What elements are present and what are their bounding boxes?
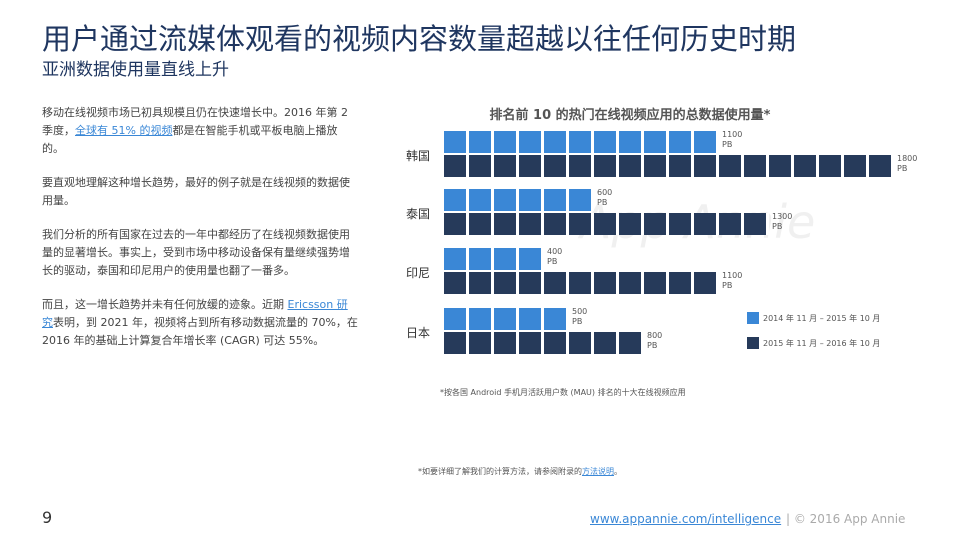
value-label: 800 PB xyxy=(647,331,663,350)
footer-link[interactable]: www.appannie.com/intelligence xyxy=(590,512,782,526)
value-label: 1100 PB xyxy=(722,271,743,290)
text: *如要详细了解我们的计算方法，请参阅附录的 xyxy=(418,467,582,476)
link[interactable]: 全球有 51% 的视频 xyxy=(75,124,173,137)
legend-swatch xyxy=(747,312,759,324)
legend-label: 2015 年 11 月 – 2016 年 10 月 xyxy=(763,339,881,348)
paragraph: 移动在线视频市场已初具规模且仍在快速增长中。2016 年第 2 季度，全球有 5… xyxy=(42,104,358,158)
bar xyxy=(444,155,894,177)
text: 。 xyxy=(614,467,622,476)
text: 要直观地理解这种增长趋势，最好的例子就是在线视频的数据使用量。 xyxy=(42,176,350,207)
subtitle: 亚洲数据使用量直线上升 xyxy=(42,60,229,80)
paragraph: 我们分析的所有国家在过去的一年中都经历了在线视频数据使用量的显著增长。事实上，受… xyxy=(42,226,358,280)
bar xyxy=(444,332,644,354)
link[interactable]: Ericsson 研究 xyxy=(42,298,348,329)
category-label: 泰国 xyxy=(406,207,431,221)
bar xyxy=(444,213,769,235)
page-number: 9 xyxy=(42,508,53,527)
copyright: | © 2016 App Annie xyxy=(786,512,906,526)
value-label: 400 PB xyxy=(547,247,563,266)
bar xyxy=(444,248,544,270)
value-label: 500 PB xyxy=(572,307,588,326)
bar xyxy=(444,308,569,330)
text: 表明，到 2021 年，视频将占到所有移动数据流量的 70%，在 2016 年的… xyxy=(42,316,358,347)
legend-swatch xyxy=(747,337,759,349)
text: 都是在智能手机或平板电脑上播放的。 xyxy=(42,124,338,155)
category-label: 印尼 xyxy=(406,266,431,280)
bar xyxy=(444,189,594,211)
chart-footnote: *按各国 Android 手机月活跃用户数 (MAU) 排名的十大在线视频应用 xyxy=(440,388,686,397)
link[interactable]: 方法说明 xyxy=(582,467,614,476)
text: 移动在线视频市场已初具规模且仍在快速增长中。2016 年第 2 季度， xyxy=(42,106,348,137)
value-label: 1300 PB xyxy=(772,212,793,231)
category-label: 日本 xyxy=(406,326,431,340)
body-text: 移动在线视频市场已初具规模且仍在快速增长中。2016 年第 2 季度，全球有 5… xyxy=(42,104,358,366)
paragraph: 要直观地理解这种增长趋势，最好的例子就是在线视频的数据使用量。 xyxy=(42,174,358,210)
value-label: 1100 PB xyxy=(722,130,743,149)
text: 而且，这一增长趋势并未有任何放缓的迹象。近期 xyxy=(42,298,288,311)
bar xyxy=(444,272,719,294)
value-label: 600 PB xyxy=(597,188,613,207)
title: 用户通过流媒体观看的视频内容数量超越以往任何历史时期 xyxy=(42,22,797,56)
legend-label: 2014 年 11 月 – 2015 年 10 月 xyxy=(763,314,881,323)
bar xyxy=(444,131,719,153)
category-label: 韩国 xyxy=(406,149,431,163)
chart-title: 排名前 10 的热门在线视频应用的总数据使用量* xyxy=(489,108,771,123)
value-label: 1800 PB xyxy=(897,154,918,173)
note: *如要详细了解我们的计算方法，请参阅附录的方法说明。 xyxy=(418,466,622,477)
text: 我们分析的所有国家在过去的一年中都经历了在线视频数据使用量的显著增长。事实上，受… xyxy=(42,228,350,277)
paragraph: 而且，这一增长趋势并未有任何放缓的迹象。近期 Ericsson 研究表明，到 2… xyxy=(42,296,358,350)
